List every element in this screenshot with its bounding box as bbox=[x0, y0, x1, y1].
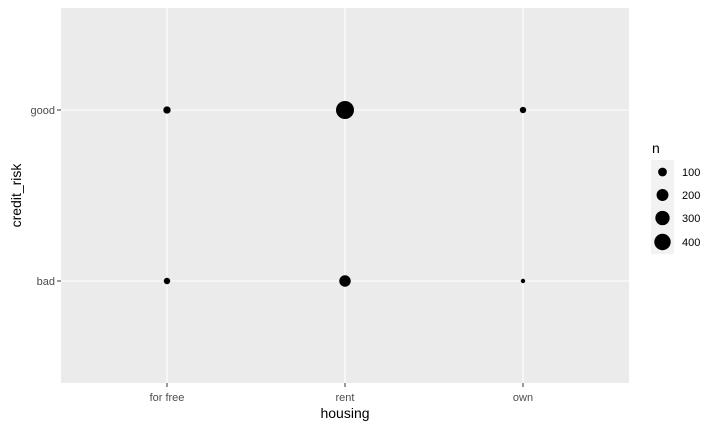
y-tick-label: bad bbox=[37, 276, 55, 288]
data-point bbox=[336, 101, 354, 119]
legend-label: 300 bbox=[682, 213, 700, 225]
legend-label: 200 bbox=[682, 190, 700, 202]
x-axis: for free rent own bbox=[150, 383, 533, 404]
data-point bbox=[339, 275, 351, 287]
data-point bbox=[519, 106, 527, 114]
legend-label: 100 bbox=[682, 167, 700, 179]
size-legend: n 100 200 300 400 bbox=[651, 140, 700, 254]
x-tick-label: for free bbox=[150, 392, 185, 404]
legend-key-background bbox=[651, 160, 674, 254]
data-point bbox=[163, 277, 171, 285]
x-tick-label: own bbox=[513, 392, 533, 404]
legend-title: n bbox=[652, 140, 660, 156]
x-tick-label: rent bbox=[336, 392, 355, 404]
x-axis-title: housing bbox=[320, 405, 369, 421]
data-point bbox=[520, 278, 526, 284]
legend-key bbox=[655, 210, 670, 226]
data-points bbox=[163, 101, 527, 287]
legend-label: 400 bbox=[682, 237, 700, 249]
data-point bbox=[163, 106, 171, 114]
y-axis-title: credit_risk bbox=[8, 163, 24, 228]
y-axis: bad good bbox=[31, 105, 61, 288]
legend-key bbox=[658, 167, 667, 177]
y-tick-label: good bbox=[31, 105, 55, 117]
legend-key bbox=[654, 233, 671, 251]
legend-key bbox=[656, 189, 669, 201]
